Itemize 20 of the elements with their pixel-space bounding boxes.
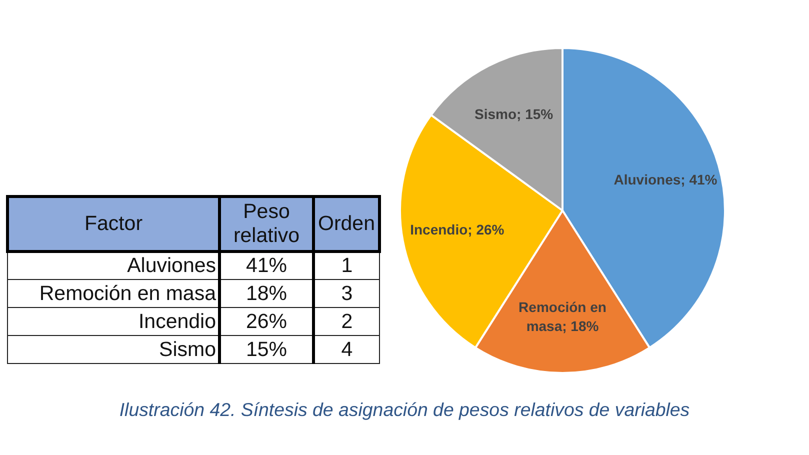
text: Aluviones xyxy=(8,252,220,280)
text: Incendio xyxy=(8,308,220,336)
text: Ilustración 42. Síntesis de asignación de pesos relativos de variables xyxy=(118,399,691,421)
text: 3 xyxy=(314,280,380,308)
text: 26% xyxy=(220,308,314,336)
text: 1 xyxy=(314,252,380,280)
slice-label: Sismo; 15% xyxy=(474,106,554,122)
text: Sismo xyxy=(8,336,220,364)
text: Peso relativo xyxy=(220,196,314,252)
text: 2 xyxy=(314,308,380,336)
text: Remoción en masa xyxy=(8,280,220,308)
slice-label: Aluviones; 41% xyxy=(614,171,718,188)
text: 4 xyxy=(314,336,380,364)
text: 15% xyxy=(220,336,314,364)
text: 41% xyxy=(220,252,314,280)
text: Factor xyxy=(8,196,220,252)
slice-label: Incendio; 26% xyxy=(410,221,505,238)
text: 18% xyxy=(220,280,314,308)
slice-label: Remoción en masa; 18% xyxy=(518,299,606,334)
text: Orden xyxy=(314,196,380,252)
